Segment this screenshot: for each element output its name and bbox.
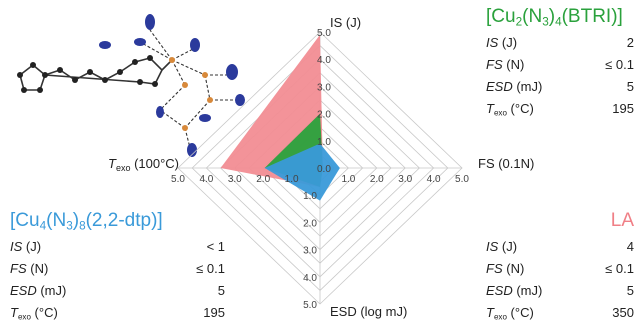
tick-label-esd: 4.0 — [303, 273, 317, 284]
property-row: ESD (mJ) 5 — [486, 283, 634, 298]
tick-label-esd: 5.0 — [303, 300, 317, 311]
axis-label-texo: Texo (100°C) — [108, 156, 179, 173]
tick-label-esd: 1.0 — [303, 191, 317, 202]
series-title-cu2-btri: [Cu2(N3)4(BTRI)] — [486, 6, 623, 29]
tick-label-is: 2.0 — [317, 110, 331, 121]
property-row: FS (N) ≤ 0.1 — [486, 57, 634, 72]
tick-label-texo: 1.0 — [285, 174, 299, 185]
property-row: FS (N) ≤ 0.1 — [486, 261, 634, 276]
radar-series-polygons — [220, 34, 340, 201]
tick-label-texo: 4.0 — [199, 174, 213, 185]
tick-label-fs: 1.0 — [341, 174, 355, 185]
tick-label-is: 0.0 — [317, 164, 331, 175]
property-row: Texo (°C) 195 — [486, 101, 634, 118]
series-polygon-2 — [264, 143, 340, 201]
tick-label-is: 3.0 — [317, 82, 331, 93]
tick-label-esd: 3.0 — [303, 246, 317, 257]
tick-label-texo: 5.0 — [171, 174, 185, 185]
legend-panel-la: LA IS (J) 4 FS (N) ≤ 0.1 ESD (mJ) 5 Texo (°… — [486, 210, 634, 324]
legend-panel-cu4-dtp: [Cu4(N3)8(2,2-dtp)] IS (J) < 1 FS (N) ≤ 0.… — [10, 210, 225, 324]
property-row: Texo (°C) 350 — [486, 305, 634, 322]
tick-label-is: 4.0 — [317, 55, 331, 66]
property-row: IS (J) < 1 — [10, 239, 225, 254]
radar-tick-labels: 5.0 4.0 3.0 2.0 1.0 0.0 1.0 2.0 3.0 4.0 5.0 5.0 4.0 3… — [171, 28, 469, 311]
series-title-cu4-dtp: [Cu4(N3)8(2,2-dtp)] — [10, 210, 163, 233]
tick-label-is: 5.0 — [317, 28, 331, 39]
property-row: ESD (mJ) 5 — [10, 283, 225, 298]
property-row: ESD (mJ) 5 — [486, 79, 634, 94]
tick-label-texo: 3.0 — [228, 174, 242, 185]
tick-label-esd: 2.0 — [303, 218, 317, 229]
crystal-structure-illustration — [17, 14, 245, 157]
property-row: IS (J) 2 — [486, 35, 634, 50]
property-row: Texo (°C) 195 — [10, 305, 225, 322]
axis-label-is: IS (J) — [330, 15, 361, 30]
tick-label-fs: 5.0 — [455, 174, 469, 185]
axis-label-esd: ESD (log mJ) — [330, 304, 407, 319]
tick-label-fs: 4.0 — [427, 174, 441, 185]
tick-label-fs: 3.0 — [398, 174, 412, 185]
tick-label-is: 1.0 — [317, 137, 331, 148]
tick-label-texo: 2.0 — [256, 174, 270, 185]
axis-label-fs: FS (0.1N) — [478, 156, 534, 171]
property-row: IS (J) 4 — [486, 239, 634, 254]
series-title-la: LA — [610, 210, 634, 231]
property-row: FS (N) ≤ 0.1 — [10, 261, 225, 276]
legend-panel-cu2-btri: [Cu2(N3)4(BTRI)] IS (J) 2 FS (N) ≤ 0.1 ESD… — [486, 6, 634, 120]
tick-label-fs: 2.0 — [370, 174, 384, 185]
